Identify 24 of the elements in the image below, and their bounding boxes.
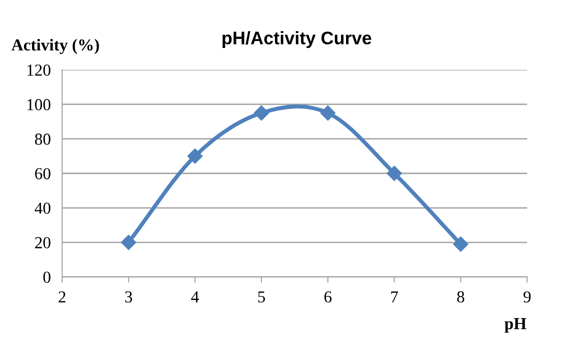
point: [320, 105, 336, 121]
x-tick-label: 4: [191, 291, 199, 302]
y-tick-label: 0: [43, 272, 50, 283]
chart-title: pH/Activity Curve: [222, 31, 372, 48]
point: [121, 234, 136, 250]
y-tick-label: 80: [35, 134, 50, 145]
x-tick-label: 3: [125, 291, 132, 303]
x-axis-title: pH: [504, 318, 526, 333]
y-tick-label: 40: [34, 202, 50, 214]
x-tick-label: 7: [391, 291, 398, 302]
x-tick-label: 6: [324, 291, 332, 303]
point: [187, 148, 203, 164]
x-tick-label: 9: [524, 291, 531, 303]
point: [453, 236, 468, 252]
x-tick-label: 2: [58, 291, 66, 302]
y-tick-label: 20: [35, 237, 50, 248]
x-tick-label: 5: [258, 291, 265, 303]
y-tick-label: 100: [28, 99, 50, 110]
y-tick-label: 120: [28, 64, 50, 76]
point: [386, 166, 402, 181]
point: [254, 105, 270, 121]
y-axis-title: Activity (%): [11, 38, 99, 54]
x-tick-label: 8: [457, 291, 464, 303]
y-tick-label: 60: [35, 168, 50, 180]
